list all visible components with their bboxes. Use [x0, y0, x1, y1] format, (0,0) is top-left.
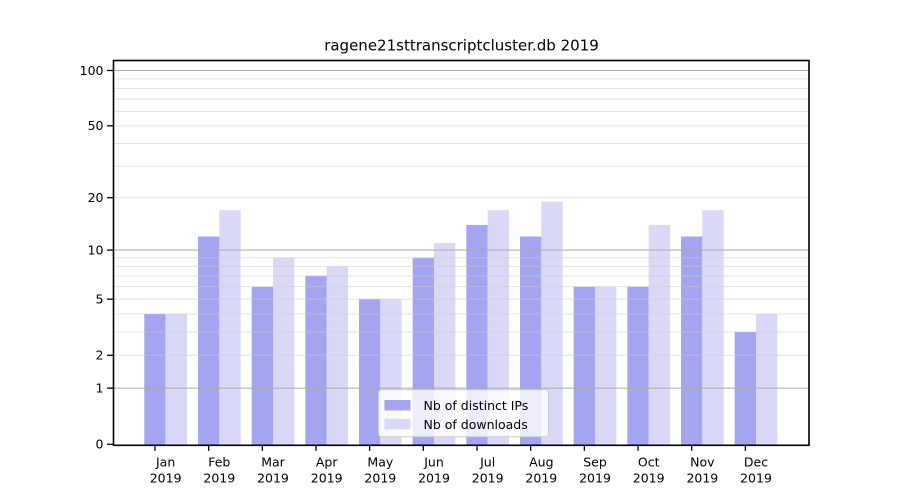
x-tick-label-Feb: Feb: [208, 455, 230, 470]
x-year-label-Aug: 2019: [525, 471, 557, 486]
bar-distinct-ips-Feb: [197, 236, 220, 446]
x-year-label-Oct: 2019: [633, 471, 665, 486]
x-tick-label-Sep: Sep: [583, 455, 607, 470]
x-tick-label-Jun: Jun: [423, 455, 444, 470]
x-tick-label-Dec: Dec: [744, 455, 768, 470]
bar-downloads-Mar: [272, 257, 295, 446]
bar-distinct-ips-Nov: [681, 236, 703, 446]
x-tick-label-Jul: Jul: [479, 455, 495, 470]
bar-downloads-Oct: [648, 224, 671, 446]
x-year-label-Dec: 2019: [740, 471, 772, 486]
x-year-label-Jul: 2019: [472, 471, 504, 486]
y-tick-label-100: 100: [80, 63, 104, 78]
bar-distinct-ips-Apr: [305, 275, 327, 446]
y-tick-label-10: 10: [88, 242, 104, 257]
legend-label-distinct-ips: Nb of distinct IPs: [424, 398, 529, 413]
legend: Nb of distinct IPs Nb of downloads: [378, 389, 549, 438]
x-year-label-Jan: 2019: [150, 471, 182, 486]
x-year-label-Sep: 2019: [579, 471, 611, 486]
bar-distinct-ips-Oct: [627, 286, 649, 446]
y-tick-label-1: 1: [96, 380, 104, 395]
bar-downloads-Dec: [756, 313, 778, 446]
grid-layer: [113, 69, 809, 389]
x-tick-label-Apr: Apr: [316, 455, 338, 470]
x-year-label-Mar: 2019: [257, 471, 289, 486]
x-year-label-Feb: 2019: [203, 471, 235, 486]
y-tick-label-0: 0: [96, 437, 104, 452]
x-year-label-Jun: 2019: [418, 471, 450, 486]
x-year-label-May: 2019: [364, 471, 396, 486]
bar-distinct-ips-Jan: [144, 313, 166, 446]
bar-downloads-Jan: [165, 313, 187, 446]
legend-swatch-downloads: [384, 418, 411, 430]
legend-swatch-distinct-ips: [384, 400, 411, 411]
y-tick-label-5: 5: [96, 291, 104, 306]
plot-border: [112, 59, 810, 447]
x-tick-label-Jan: Jan: [155, 455, 175, 470]
x-tick-label-Oct: Oct: [638, 455, 660, 470]
axes-layer: 0125102050100Jan2019Feb2019Mar2019Apr201…: [80, 59, 810, 486]
x-tick-label-May: May: [367, 455, 393, 470]
y-tick-label-2: 2: [96, 348, 104, 363]
legend-box: [378, 389, 549, 438]
y-tick-label-20: 20: [88, 190, 104, 205]
bar-downloads-Nov: [702, 210, 724, 446]
x-tick-label-Mar: Mar: [261, 455, 285, 470]
bar-distinct-ips-May: [358, 299, 381, 446]
x-tick-label-Nov: Nov: [690, 455, 715, 470]
x-year-label-Nov: 2019: [686, 471, 718, 486]
bar-distinct-ips-Sep: [573, 286, 596, 446]
x-year-label-Apr: 2019: [311, 471, 343, 486]
bar-downloads-Feb: [219, 210, 241, 446]
bar-downloads-Sep: [595, 286, 617, 446]
bar-downloads-Jul: [487, 210, 510, 446]
bar-downloads-Aug: [541, 201, 563, 446]
chart-title: ragene21sttranscriptcluster.db 2019: [324, 37, 599, 55]
bar-distinct-ips-Mar: [251, 286, 273, 446]
y-tick-label-50: 50: [88, 118, 104, 133]
x-tick-label-Aug: Aug: [529, 455, 553, 470]
legend-label-downloads: Nb of downloads: [424, 417, 528, 432]
